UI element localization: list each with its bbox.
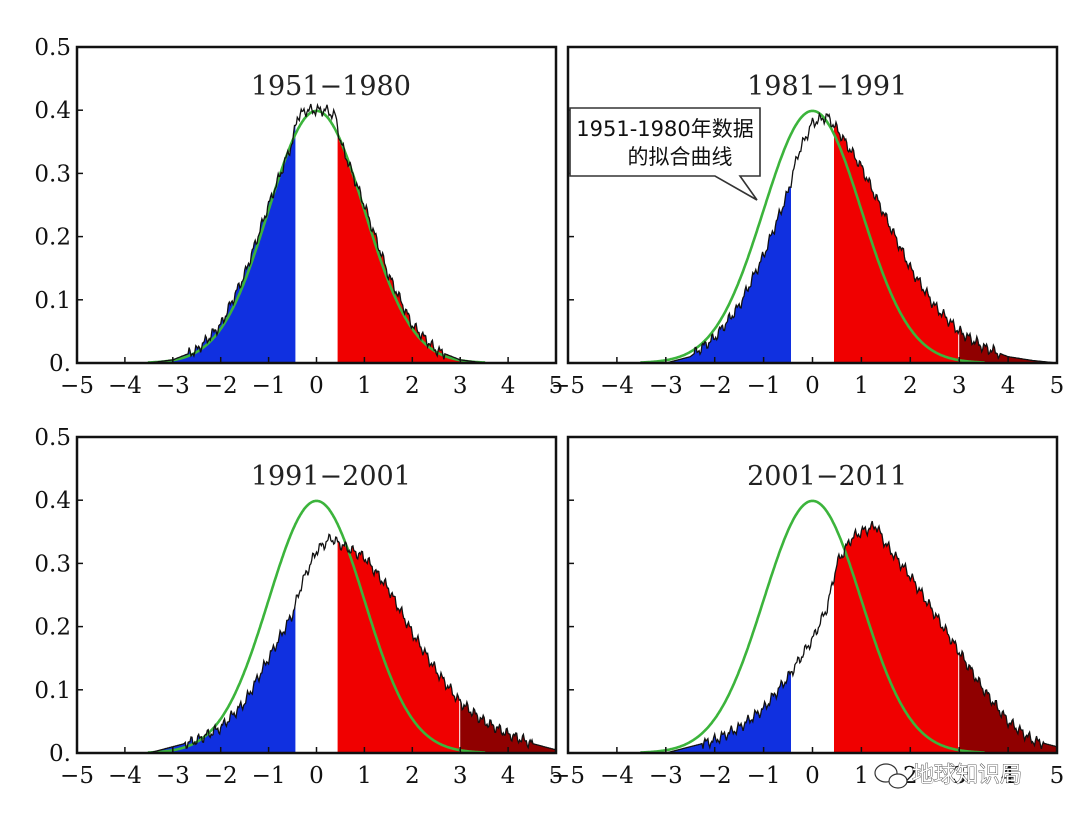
x-tick-label: 2 [405, 373, 420, 399]
callout-line-1: 1951-1980年数据 [576, 117, 753, 141]
x-tick-label: 0 [309, 763, 324, 789]
y-tick-label: 0.2 [34, 225, 71, 251]
x-tick-label: −5 [60, 763, 94, 789]
observed-curve [148, 102, 485, 364]
x-tick-label: −4 [600, 763, 634, 789]
x-tick-label: 3 [952, 763, 967, 789]
y-tick-label: 0.5 [34, 425, 71, 451]
y-tick-label: 0. [49, 351, 71, 377]
y-tick-label: 0.4 [34, 488, 71, 514]
fit-curve [640, 499, 985, 754]
chart-panel-3: −5 −4 −3 −2 −1 0 1 2 3 4 5 0. 0.1 0.2 0.3 0.4 0.5 1991−20… [34, 425, 563, 789]
band-extreme-hot [959, 651, 1057, 753]
x-tick-label: 5 [1050, 373, 1065, 399]
x-tick-label: −1 [252, 373, 286, 399]
y-tick-label: 0.3 [34, 551, 71, 577]
callout-bubble [569, 107, 761, 201]
x-tick-label: −4 [600, 373, 634, 399]
x-tick-label: 4 [501, 763, 516, 789]
x-tick-label: 2 [405, 763, 420, 789]
band-cold [665, 187, 791, 363]
band-warm [337, 127, 460, 363]
x-tick-label: −3 [156, 373, 190, 399]
x-tick-label: −1 [747, 763, 781, 789]
x-tick-label: −3 [649, 373, 683, 399]
x-tick-label: −3 [649, 763, 683, 789]
band-cold [148, 125, 296, 363]
observed-curve [148, 533, 557, 754]
observed-curve [665, 111, 1058, 364]
x-tick-label: 0 [805, 763, 820, 789]
panel-title: 2001−2011 [747, 461, 907, 492]
x-tick-label: 1 [854, 763, 869, 789]
x-tick-label: −2 [204, 763, 238, 789]
x-tick-label: 3 [453, 373, 468, 399]
x-tick-label: 3 [453, 763, 468, 789]
wechat-icon [874, 763, 908, 789]
band-cold [148, 603, 296, 753]
x-tick-label: −2 [204, 373, 238, 399]
y-tick-label: 0.1 [34, 288, 71, 314]
x-tick-label: 5 [549, 373, 564, 399]
y-tick-label: 0.4 [34, 98, 71, 124]
chart-panel-2: −5 −4 −3 −2 −1 0 1 2 3 4 5 1981−1991 1951-1980年数据的拟合… [551, 45, 1065, 399]
x-tick-label: 3 [952, 373, 967, 399]
observed-curve [665, 520, 1058, 754]
watermark-text: 地球知识局 [912, 763, 1022, 788]
x-tick-label: 1 [357, 373, 372, 399]
band-warm [834, 521, 959, 753]
x-tick-label: 2 [903, 373, 918, 399]
panel-title: 1991−2001 [251, 461, 411, 492]
x-tick-label: 0 [309, 373, 324, 399]
x-tick-label: −1 [747, 373, 781, 399]
x-tick-label: −5 [60, 373, 94, 399]
x-tick-label: 4 [1001, 373, 1016, 399]
band-extreme-hot [460, 699, 556, 753]
panel-title: 1951−1980 [251, 71, 411, 102]
x-tick-label: −4 [108, 763, 142, 789]
x-tick-label: 4 [501, 373, 516, 399]
x-tick-label: −5 [551, 373, 585, 399]
x-tick-label: 0 [805, 373, 820, 399]
x-tick-label: 1 [854, 373, 869, 399]
x-tick-label: −4 [108, 373, 142, 399]
x-tick-label: 5 [549, 763, 564, 789]
fit-curve [640, 109, 985, 364]
watermark: 地球知识局 [874, 763, 1022, 789]
x-tick-label: −3 [156, 763, 190, 789]
fit-curve [147, 109, 486, 364]
x-tick-label: 1 [357, 763, 372, 789]
y-tick-label: 0.1 [34, 678, 71, 704]
x-tick-label: −2 [698, 763, 732, 789]
y-tick-label: 0.2 [34, 615, 71, 641]
y-tick-label: 0.3 [34, 161, 71, 187]
callout-line-2: 的拟合曲线 [628, 145, 733, 169]
band-extreme-hot [959, 325, 1057, 363]
panel-title: 1981−1991 [747, 71, 907, 102]
band-warm [337, 541, 460, 753]
x-tick-label: −1 [252, 763, 286, 789]
chart-panel-1: −5 −4 −3 −2 −1 0 1 2 3 4 5 0. 0.1 0.2 0.3 0.4 0.5 1951−19… [34, 35, 563, 399]
x-tick-label: 5 [1050, 763, 1065, 789]
x-tick-label: −2 [698, 373, 732, 399]
band-warm [834, 122, 959, 363]
x-tick-label: 4 [1001, 763, 1016, 789]
y-tick-label: 0.5 [34, 35, 71, 61]
y-tick-label: 0. [49, 741, 71, 767]
band-cold [665, 671, 791, 753]
x-tick-label: −5 [551, 763, 585, 789]
